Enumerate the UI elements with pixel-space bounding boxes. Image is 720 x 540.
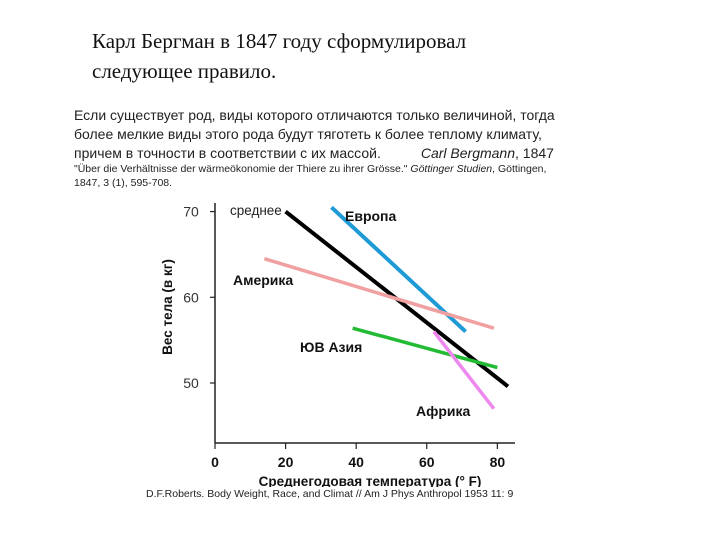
plot-axes (214, 203, 515, 444)
axis-ticks: 0 20 40 60 80 50 60 70 (183, 204, 505, 470)
bergmann-chart: 0 20 40 60 80 50 60 70 среднее Европа Америка ЮВ А… (160, 203, 515, 487)
citation-journal: Göttinger Studien (410, 163, 493, 175)
y-tick-label: 60 (183, 289, 199, 305)
title-line-2: следующее правило. (92, 59, 277, 83)
bergmann-rule-text: Если существует род, виды которого отлич… (74, 106, 674, 163)
rule-year: , 1847 (515, 145, 554, 161)
series-line-5 (432, 330, 496, 410)
y-tick-label: 70 (183, 204, 199, 220)
x-tick-label: 80 (490, 454, 506, 470)
series-label-4: ЮВ Азия (300, 339, 362, 355)
rule-line-1: Если существует род, виды которого отлич… (74, 107, 555, 123)
series-lines (263, 205, 510, 410)
x-tick-label: 40 (348, 454, 364, 470)
rule-author: Carl Bergmann (420, 145, 515, 161)
rule-line-3-text: причем в точности в соответствии с их ма… (74, 145, 381, 161)
x-tick-label: 0 (211, 454, 219, 470)
x-tick-label: 60 (419, 454, 435, 470)
citation: "Über die Verhältnisse der wärmeökonomie… (74, 162, 694, 190)
rule-line-2: более мелкие виды этого рода будут тягот… (74, 126, 542, 142)
series-line-3 (263, 257, 495, 330)
series-line-2 (330, 205, 467, 334)
series-label-3: Америка (233, 272, 293, 288)
series-label-2: Европа (345, 208, 397, 224)
citation-line-1: "Über die Verhältnisse der wärmeökonomie… (74, 162, 694, 176)
source-reference: D.F.Roberts. Body Weight, Race, and Clim… (146, 488, 514, 500)
slide-title: Карл Бергман в 1847 году сформулировал с… (92, 26, 652, 86)
series-line-4 (352, 326, 498, 370)
x-tick-label: 20 (278, 454, 294, 470)
series-label-5: Африка (416, 403, 471, 419)
citation-place: , Göttingen, (492, 163, 547, 175)
rule-line-3: причем в точности в соответствии с их ма… (74, 144, 674, 163)
y-tick-label: 50 (183, 375, 199, 391)
y-axis-label: Вес тела (в кг) (160, 259, 175, 355)
citation-line-2: 1847, 3 (1), 595-708. (74, 177, 173, 189)
x-axis-label: Среднегодовая температура (° F) (259, 474, 482, 487)
citation-title: "Über die Verhältnisse der wärmeökonomie… (74, 163, 408, 175)
title-line-1: Карл Бергман в 1847 году сформулировал (92, 29, 467, 53)
series-label-1: среднее (230, 203, 282, 218)
series-labels: среднее Европа Америка ЮВ Азия Африка (230, 203, 471, 419)
